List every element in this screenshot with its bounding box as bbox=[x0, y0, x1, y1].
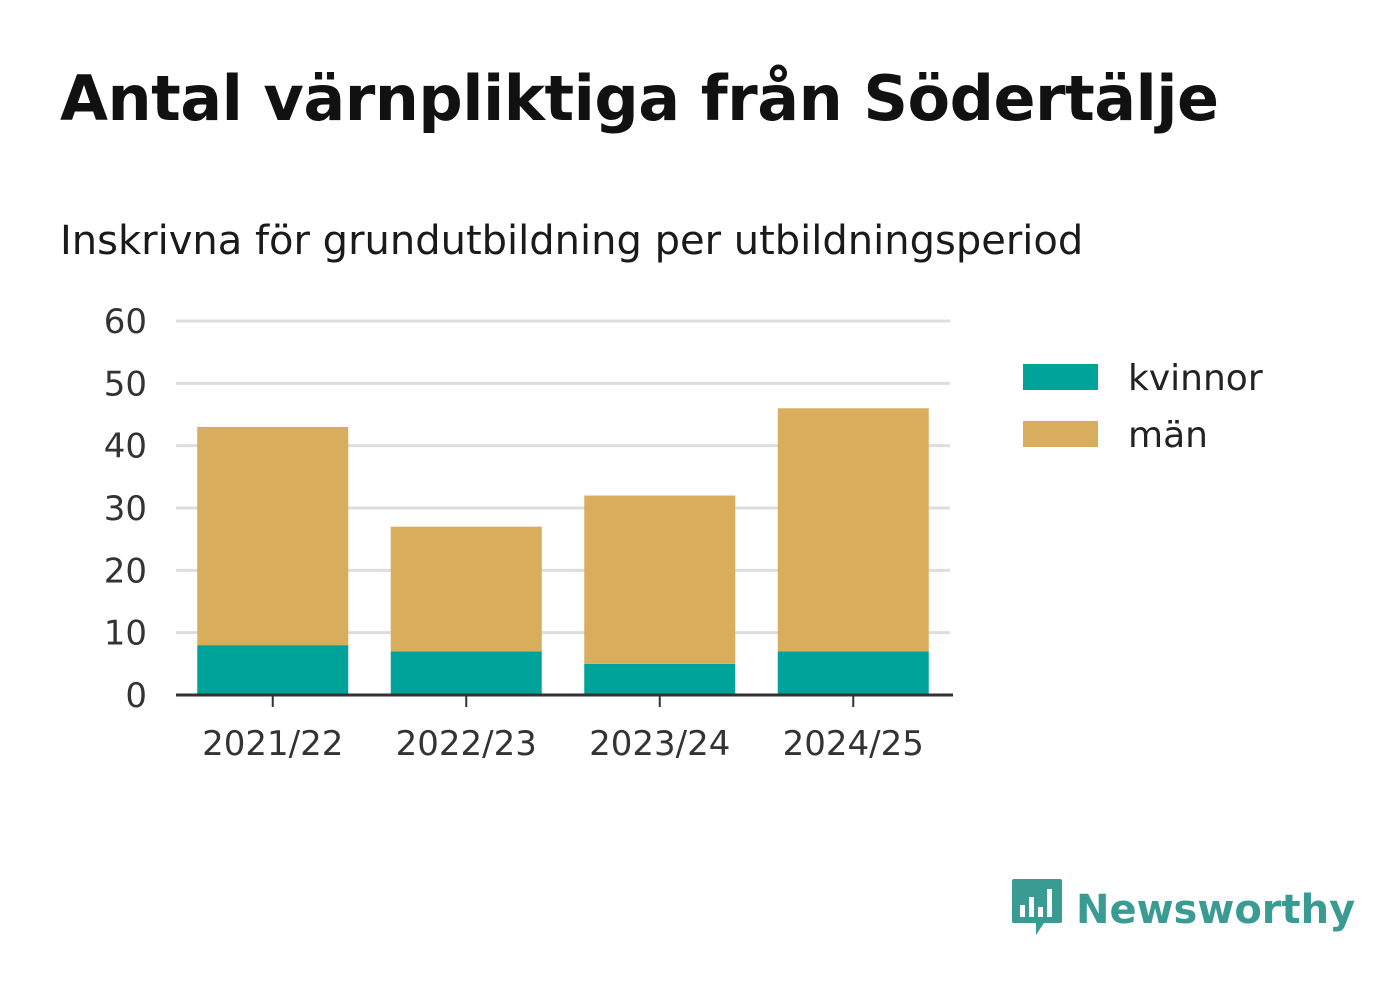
brand-name: Newsworthy bbox=[1076, 887, 1356, 933]
y-tick-label: 20 bbox=[104, 551, 147, 591]
legend-swatch-kvinnor bbox=[1023, 364, 1098, 390]
y-tick-label: 60 bbox=[104, 302, 147, 342]
chart-subtitle: Inskrivna för grundutbildning per utbild… bbox=[60, 218, 1084, 264]
chart-title: Antal värnpliktiga från Södertälje bbox=[60, 62, 1219, 135]
x-tick-label: 2021/22 bbox=[202, 724, 343, 764]
bar-män-2022/23 bbox=[390, 526, 542, 652]
legend: kvinnor män bbox=[1023, 358, 1263, 456]
x-tick-label: 2022/23 bbox=[396, 724, 537, 764]
x-axis: 2021/22 2022/23 2023/24 2024/25 bbox=[176, 693, 953, 764]
bar-kvinnor-2024/25 bbox=[777, 651, 929, 695]
y-axis-ticks: 0 10 20 30 40 50 60 bbox=[104, 302, 147, 716]
y-tick-label: 0 bbox=[125, 676, 147, 716]
bar-kvinnor-2021/22 bbox=[197, 645, 349, 695]
legend-swatch-män bbox=[1023, 421, 1098, 447]
x-tick-label: 2023/24 bbox=[589, 724, 730, 764]
bar-kvinnor-2022/23 bbox=[390, 651, 542, 695]
logo-bubble bbox=[1012, 879, 1062, 935]
bar-män-2021/22 bbox=[197, 426, 349, 646]
newsworthy-brand: Newsworthy bbox=[1010, 878, 1355, 942]
y-tick-label: 30 bbox=[104, 489, 147, 529]
legend-label: män bbox=[1128, 415, 1208, 456]
bar-kvinnor-2023/24 bbox=[584, 663, 736, 695]
bar-män-2024/25 bbox=[777, 408, 929, 652]
bar-män-2023/24 bbox=[584, 495, 736, 664]
y-tick-label: 40 bbox=[104, 427, 147, 467]
y-tick-label: 50 bbox=[104, 364, 147, 404]
newsworthy-logo-icon bbox=[1010, 877, 1064, 943]
legend-label: kvinnor bbox=[1128, 358, 1263, 399]
y-tick-label: 10 bbox=[104, 614, 147, 654]
bars bbox=[197, 408, 929, 695]
x-tick-label: 2024/25 bbox=[783, 724, 924, 764]
